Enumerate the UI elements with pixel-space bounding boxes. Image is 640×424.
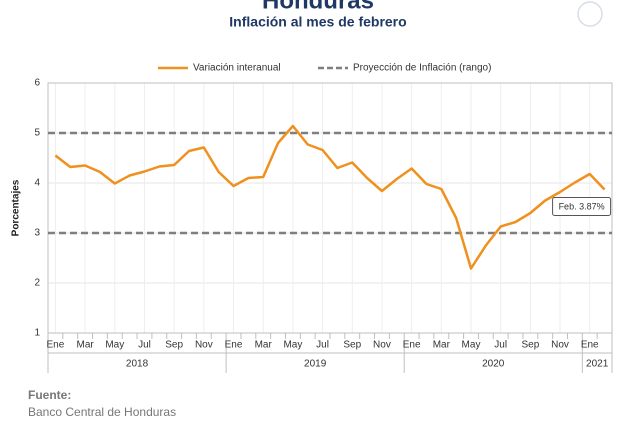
year-label: 2018 bbox=[126, 359, 149, 370]
x-tick-label: Mar bbox=[255, 340, 273, 351]
x-tick-label: Mar bbox=[433, 340, 451, 351]
y-tick-label: 6 bbox=[34, 78, 40, 89]
annotation-box bbox=[552, 197, 612, 216]
y-axis-label: Porcentajes bbox=[11, 179, 22, 236]
chart-subtitle: Inflación al mes de febrero bbox=[229, 14, 406, 30]
x-tick-label: Nov bbox=[195, 340, 213, 351]
y-tick-label: 5 bbox=[34, 128, 40, 139]
x-tick-label: Nov bbox=[551, 340, 569, 351]
x-tick-label: Sep bbox=[343, 340, 361, 351]
logo bbox=[577, 1, 603, 27]
legend-label: Proyección de Inflación (rango) bbox=[353, 63, 491, 74]
value-label: Feb. 3.87% bbox=[559, 201, 605, 211]
x-tick-label: Mar bbox=[76, 340, 94, 351]
y-tick-label: 2 bbox=[34, 278, 40, 289]
x-tick-label: May bbox=[105, 340, 124, 351]
x-tick-label: Jul bbox=[138, 340, 151, 351]
x-tick-label: Ene bbox=[581, 340, 599, 351]
plot-frame bbox=[47, 82, 613, 334]
x-tick-label: Jul bbox=[494, 340, 507, 351]
y-tick-label: 4 bbox=[34, 178, 40, 189]
x-tick-label: Ene bbox=[225, 340, 243, 351]
x-tick-label: May bbox=[462, 340, 481, 351]
data-line bbox=[54, 124, 606, 270]
legend-label: Variación interanual bbox=[193, 63, 281, 74]
x-tick-label: Ene bbox=[47, 340, 65, 351]
year-label: 2019 bbox=[304, 359, 327, 370]
source-label: Fuente: bbox=[28, 388, 71, 402]
x-tick-label: Nov bbox=[373, 340, 391, 351]
x-tick-label: Ene bbox=[403, 340, 421, 351]
year-label: 2020 bbox=[482, 359, 505, 370]
x-tick-label: May bbox=[283, 340, 302, 351]
x-tick-label: Sep bbox=[521, 340, 539, 351]
year-label: 2021 bbox=[586, 359, 609, 370]
x-tick-label: Sep bbox=[165, 340, 183, 351]
chart-title: Honduras bbox=[262, 0, 374, 14]
x-tick-label: Jul bbox=[316, 340, 329, 351]
y-tick-label: 3 bbox=[34, 228, 40, 239]
source: Banco Central de Honduras bbox=[28, 405, 176, 419]
y-tick-label: 1 bbox=[34, 328, 40, 339]
